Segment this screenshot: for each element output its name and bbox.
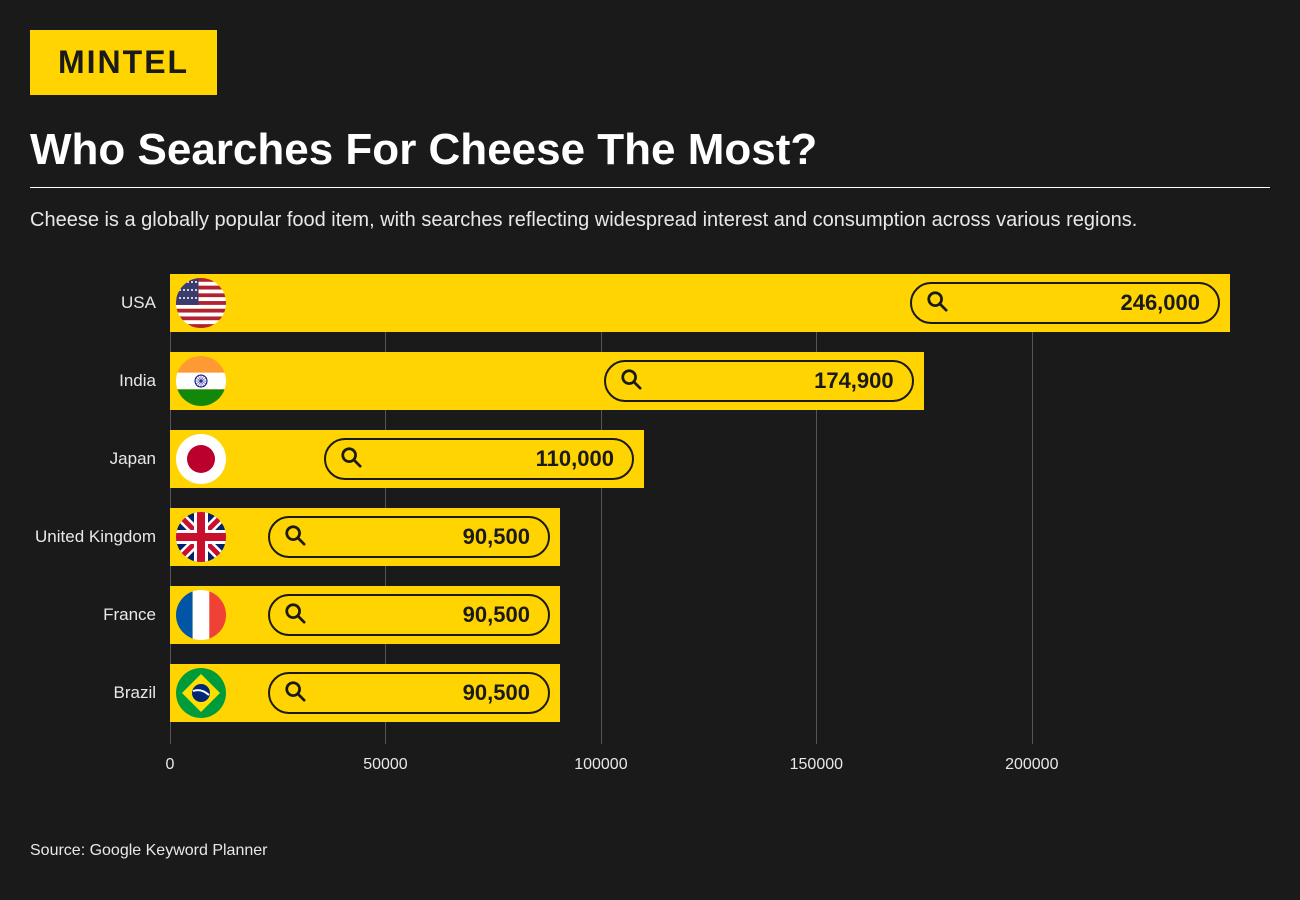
uk-flag-icon (176, 512, 226, 562)
bar-row: France90,500 (170, 586, 560, 644)
bar: 246,000 (170, 274, 1230, 332)
search-icon (284, 524, 320, 551)
search-value: 90,500 (463, 524, 530, 550)
search-value-pill: 90,500 (268, 516, 550, 558)
search-value-pill: 90,500 (268, 594, 550, 636)
search-value: 90,500 (463, 602, 530, 628)
search-value: 110,000 (536, 446, 614, 472)
x-tick-label: 0 (166, 756, 175, 774)
x-tick-label: 100000 (574, 756, 627, 774)
bar: 90,500 (170, 586, 560, 644)
x-tick-label: 150000 (790, 756, 843, 774)
brand-logo: MINTEL (30, 30, 217, 95)
brand-name: MINTEL (58, 44, 189, 80)
search-value-pill: 110,000 (324, 438, 634, 480)
search-icon (284, 602, 320, 629)
search-value: 90,500 (463, 680, 530, 706)
chart: USA246,000 India174,900 Japan110,000 United… (170, 274, 1230, 774)
search-value-pill: 174,900 (604, 360, 914, 402)
search-icon (620, 368, 656, 395)
x-axis: 050000100000150000200000 (170, 744, 1230, 774)
country-label: USA (121, 293, 156, 313)
bar-row: United Kingdom90,500 (170, 508, 560, 566)
india-flag-icon (176, 356, 226, 406)
bar: 90,500 (170, 508, 560, 566)
page-title: Who Searches For Cheese The Most? (30, 125, 1270, 175)
japan-flag-icon (176, 434, 226, 484)
bar: 174,900 (170, 352, 924, 410)
bar-row: India174,900 (170, 352, 924, 410)
search-value: 246,000 (1120, 290, 1200, 316)
title-divider (30, 187, 1270, 188)
bar-row: USA246,000 (170, 274, 1230, 332)
search-icon (340, 446, 376, 473)
country-label: Brazil (113, 683, 156, 703)
country-label: India (119, 371, 156, 391)
bar: 110,000 (170, 430, 644, 488)
search-value-pill: 90,500 (268, 672, 550, 714)
x-tick-label: 50000 (363, 756, 408, 774)
brazil-flag-icon (176, 668, 226, 718)
bar-row: Japan110,000 (170, 430, 644, 488)
source-text: Source: Google Keyword Planner (30, 842, 267, 860)
france-flag-icon (176, 590, 226, 640)
country-label: United Kingdom (35, 527, 156, 547)
country-label: Japan (110, 449, 156, 469)
search-value: 174,900 (814, 368, 894, 394)
search-icon (284, 680, 320, 707)
search-icon (926, 290, 962, 317)
x-tick-label: 200000 (1005, 756, 1058, 774)
country-label: France (103, 605, 156, 625)
usa-flag-icon (176, 278, 226, 328)
search-value-pill: 246,000 (910, 282, 1220, 324)
subtitle: Cheese is a globally popular food item, … (30, 206, 1230, 234)
bars-container: USA246,000 India174,900 Japan110,000 United… (170, 274, 1230, 744)
bar: 90,500 (170, 664, 560, 722)
bar-row: Brazil90,500 (170, 664, 560, 722)
